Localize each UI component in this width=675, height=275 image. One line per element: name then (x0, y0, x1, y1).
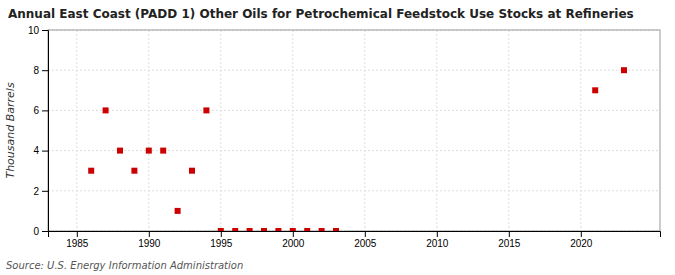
x-tick-mark (581, 231, 582, 237)
x-tick-label: 1990 (138, 238, 161, 249)
x-tick-mark (221, 231, 222, 237)
x-tick-label: 2015 (498, 238, 521, 249)
x-tick: 2010 (426, 231, 449, 249)
y-tick: 4 (33, 145, 48, 156)
x-axis: 1985 1990 1995 2000 2005 2010 2015 2020 (49, 231, 661, 249)
x-tick-mark (77, 231, 78, 237)
y-tick: 10 (28, 25, 48, 36)
point (203, 107, 209, 113)
point (175, 208, 181, 214)
x-tick-label: 1985 (66, 238, 89, 249)
y-tick-mark (42, 191, 48, 192)
point (189, 168, 195, 174)
point (621, 67, 627, 73)
x-grid-line (364, 30, 365, 231)
point (160, 148, 166, 154)
point (117, 148, 123, 154)
point (261, 228, 267, 231)
y-tick-mark (42, 151, 48, 152)
y-tick-mark (42, 30, 48, 31)
x-grid-line (436, 30, 437, 231)
x-axis-line (49, 232, 661, 238)
y-grid-line (48, 190, 660, 191)
source-note: Source: U.S. Energy Information Administ… (6, 260, 243, 271)
x-tick: 1990 (138, 231, 161, 249)
x-grid-line (580, 30, 581, 231)
x-tick-label: 1995 (210, 238, 233, 249)
x-tick-mark (437, 231, 438, 237)
y-tick-mark (42, 231, 48, 232)
x-tick: 2015 (498, 231, 521, 249)
y-tick: 8 (33, 65, 48, 76)
x-tick: 2005 (354, 231, 377, 249)
y-axis-line (42, 31, 49, 232)
point (333, 228, 339, 231)
y-axis-title: Thousand Barrels (4, 82, 17, 178)
x-tick: 1995 (210, 231, 233, 249)
marks (88, 67, 627, 231)
point (131, 168, 137, 174)
x-grid-line (148, 30, 149, 231)
point (146, 148, 152, 154)
y-tick-label: 8 (33, 65, 39, 76)
x-tick-label: 2010 (426, 238, 449, 249)
y-grid-line (48, 110, 660, 111)
y-tick-label: 10 (28, 25, 40, 36)
point (88, 168, 94, 174)
y-tick: 6 (33, 105, 48, 116)
point (290, 228, 296, 231)
point (592, 87, 598, 93)
plot-frame (48, 30, 660, 231)
point (232, 228, 238, 231)
x-tick-mark (365, 231, 366, 237)
point (218, 228, 224, 231)
point (103, 107, 109, 113)
y-grid-line (48, 70, 660, 71)
y-tick-mark (42, 110, 48, 111)
grid (48, 30, 660, 231)
point (319, 228, 325, 231)
y-tick-label: 4 (33, 145, 39, 156)
x-tick: 2000 (282, 231, 305, 249)
x-grid-line (508, 30, 509, 231)
y-tick: 0 (33, 226, 48, 237)
y-tick-label: 0 (33, 226, 39, 237)
chart: 1985 1990 1995 2000 2005 2010 2015 2020 0 2 4 6 8 10 T… (0, 0, 675, 275)
x-tick-mark (149, 231, 150, 237)
x-tick-mark (293, 231, 294, 237)
y-axis: 0 2 4 6 8 10 (28, 25, 49, 237)
y-tick-label: 6 (33, 105, 39, 116)
y-tick: 2 (33, 186, 48, 197)
x-tick: 2020 (570, 231, 593, 249)
x-grid-line (220, 30, 221, 231)
x-tick-label: 2000 (282, 238, 305, 249)
x-tick-label: 2005 (354, 238, 377, 249)
x-grid-line (292, 30, 293, 231)
x-tick-mark (509, 231, 510, 237)
x-tick: 1985 (66, 231, 89, 249)
y-tick-label: 2 (33, 186, 39, 197)
point (247, 228, 253, 231)
y-grid-line (48, 150, 660, 151)
point (304, 228, 310, 231)
y-tick-mark (42, 70, 48, 71)
x-grid-line (76, 30, 77, 231)
title: Annual East Coast (PADD 1) Other Oils fo… (8, 7, 634, 21)
point (275, 228, 281, 231)
x-tick-label: 2020 (570, 238, 593, 249)
